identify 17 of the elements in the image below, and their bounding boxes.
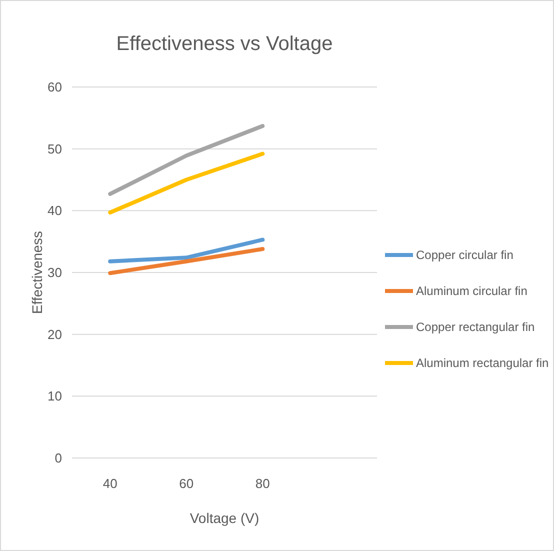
x-axis-title: Voltage (V) — [190, 510, 260, 526]
y-axis-title: Effectiveness — [29, 230, 45, 314]
y-tick-label: 60 — [48, 80, 62, 95]
chart-title: Effectiveness vs Voltage — [116, 33, 333, 55]
y-tick-label: 50 — [48, 141, 62, 156]
legend-label: Aluminum rectangular fin — [416, 356, 549, 370]
y-tick-label: 0 — [54, 450, 62, 466]
y-tick-label: 20 — [48, 326, 62, 342]
y-tick-label: 30 — [48, 265, 62, 280]
legend-label: Aluminum circular fin — [416, 284, 528, 298]
x-tick-label: 80 — [255, 476, 270, 491]
x-tick-label: 60 — [179, 476, 194, 491]
x-tick-label: 40 — [102, 476, 118, 491]
legend-label: Copper rectangular fin — [416, 320, 535, 334]
y-tick-label: 10 — [48, 388, 62, 404]
legend-label: Copper circular fin — [416, 248, 514, 262]
y-tick-label: 40 — [48, 203, 62, 218]
